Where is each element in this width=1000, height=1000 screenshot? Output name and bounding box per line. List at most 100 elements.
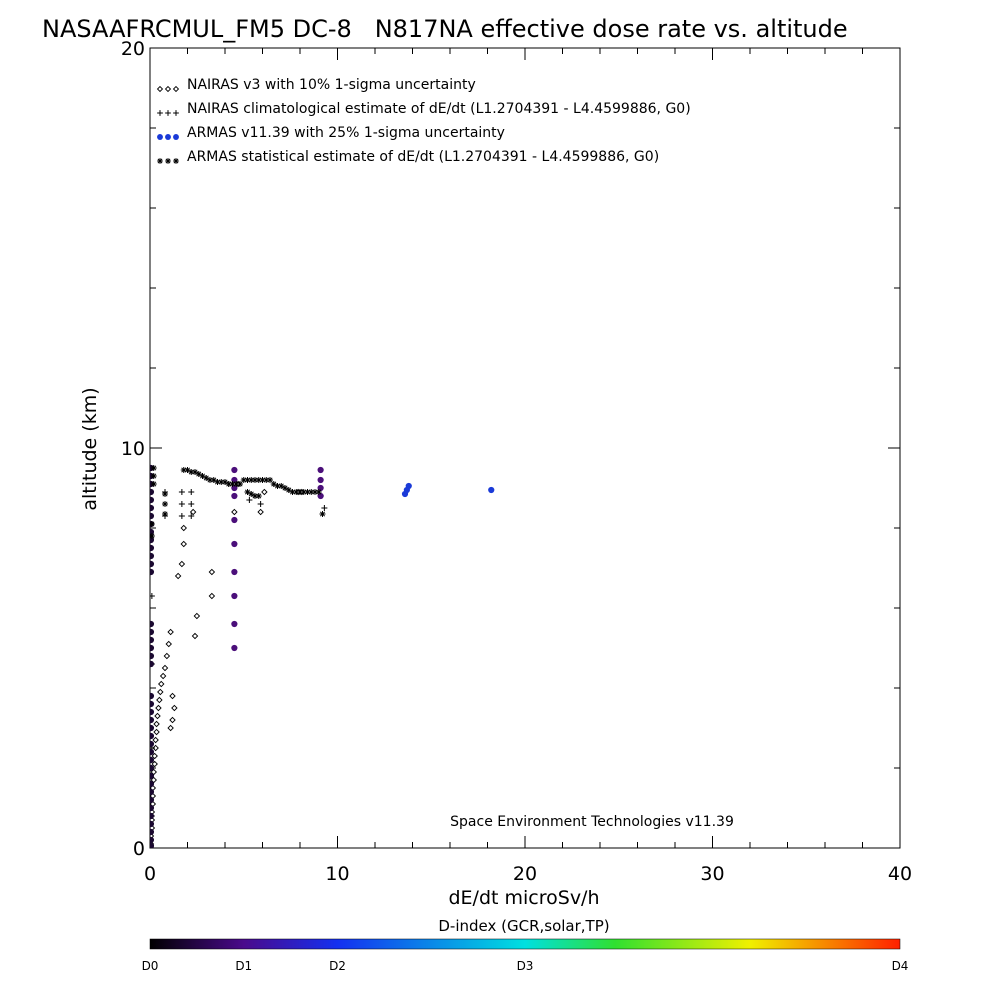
- data-point: [231, 540, 238, 548]
- data-point: [150, 724, 155, 732]
- data-point: [308, 489, 315, 495]
- data-point: [165, 134, 171, 140]
- data-point: [150, 593, 155, 599]
- x-tick-label: 10: [325, 863, 349, 885]
- data-point: [208, 592, 216, 600]
- data-point: [150, 820, 155, 828]
- data-point: [150, 748, 155, 756]
- data-point: [172, 85, 180, 93]
- data-point: [270, 481, 277, 487]
- legend-label: ARMAS v11.39 with 25% 1-sigma uncertaint…: [187, 125, 505, 141]
- data-point: [157, 688, 164, 696]
- data-point: [246, 497, 253, 503]
- data-point: [231, 592, 238, 600]
- data-point: [159, 672, 167, 680]
- data-point: [192, 469, 198, 475]
- data-point: [150, 533, 155, 539]
- data-point: [203, 475, 210, 481]
- data-point: [150, 496, 155, 504]
- data-point: [171, 704, 178, 712]
- x-tick-label: 0: [144, 863, 156, 885]
- data-point: [231, 620, 238, 628]
- data-point: [156, 85, 164, 93]
- data-point: [257, 508, 264, 516]
- data-point: [278, 483, 285, 489]
- data-point: [297, 489, 303, 495]
- data-point: [150, 465, 157, 471]
- data-point: [157, 134, 163, 140]
- data-point: [208, 568, 216, 576]
- data-point: [173, 134, 179, 140]
- data-point: [180, 467, 187, 473]
- data-point: [150, 552, 155, 560]
- x-tick-labels: 0 10 20 30 40: [144, 863, 912, 885]
- data-point: [231, 466, 238, 474]
- data-point: [304, 489, 311, 495]
- data-point: [150, 796, 155, 804]
- y-tick-label: 0: [133, 838, 145, 860]
- data-point: [174, 572, 182, 580]
- data-point: [150, 780, 155, 788]
- data-point: [150, 740, 155, 748]
- data-point: [300, 489, 307, 495]
- plot-frame: [149, 47, 901, 849]
- data-point: [165, 640, 172, 648]
- data-point: [150, 692, 155, 700]
- data-point: [237, 481, 243, 487]
- data-point: [150, 804, 155, 812]
- data-point: [150, 768, 157, 776]
- colorbar: [149, 938, 901, 950]
- legend-entry: NAIRAS climatological estimate of dE/dt …: [157, 101, 691, 117]
- data-point: [154, 712, 161, 720]
- data-point: [165, 158, 171, 164]
- legend-entry: NAIRAS v3 with 10% 1-sigma uncertainty: [156, 77, 476, 93]
- data-point: [312, 489, 318, 495]
- data-point: [152, 736, 159, 744]
- data-point: [255, 477, 262, 483]
- data-point: [233, 481, 240, 487]
- data-point: [222, 479, 228, 485]
- data-point: [150, 732, 155, 740]
- data-point: [173, 110, 179, 116]
- y-axis-label: altitude (km): [79, 387, 101, 510]
- data-point: [150, 708, 155, 716]
- data-point: [157, 110, 163, 116]
- data-point: [488, 486, 495, 494]
- data-point: [317, 466, 324, 474]
- data-point: [150, 812, 155, 820]
- data-point: [156, 696, 163, 704]
- data-point: [150, 644, 155, 652]
- data-point: [188, 469, 195, 475]
- data-point: [155, 704, 162, 712]
- data-point: [169, 692, 176, 700]
- data-point: [173, 158, 179, 164]
- data-point: [225, 481, 232, 487]
- data-point: [150, 836, 155, 844]
- colorbar-label: D3: [517, 959, 534, 973]
- data-points: [150, 464, 495, 848]
- data-point: [214, 479, 221, 485]
- data-point: [150, 628, 155, 636]
- data-point: [150, 660, 155, 668]
- data-point: [210, 477, 217, 483]
- colorbar-label: D1: [235, 959, 252, 973]
- colorbar-labels: D0 D1 D2 D3 D4: [142, 959, 909, 973]
- data-point: [157, 158, 163, 164]
- data-point: [150, 512, 155, 520]
- data-point: [315, 489, 322, 495]
- legend-entry: ARMAS v11.39 with 25% 1-sigma uncertaint…: [157, 125, 505, 141]
- data-point: [150, 473, 157, 479]
- x-tick-label: 30: [700, 863, 724, 885]
- series: [150, 465, 326, 539]
- colorbar-label: D0: [142, 959, 159, 973]
- data-point: [150, 716, 155, 724]
- data-point: [151, 752, 158, 760]
- data-point: [263, 477, 270, 483]
- data-point: [191, 632, 199, 640]
- data-point: [165, 110, 171, 116]
- data-point: [150, 842, 155, 848]
- x-tick-label: 20: [513, 863, 537, 885]
- colorbar-label: D2: [329, 959, 346, 973]
- y-tick-label: 10: [121, 438, 145, 460]
- colorbar-title: D-index (GCR,solar,TP): [438, 917, 609, 935]
